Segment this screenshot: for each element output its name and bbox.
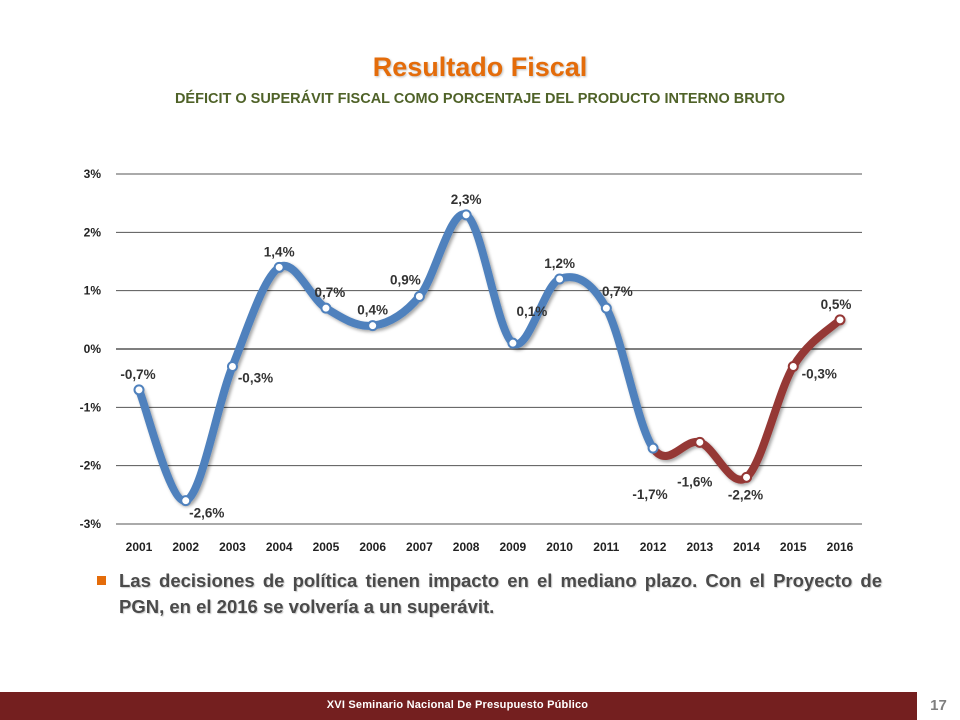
y-tick-label: -2% (80, 459, 102, 473)
slide-title: Resultado Fiscal (372, 52, 588, 82)
data-point (694, 436, 706, 448)
page-number: 17 (917, 692, 960, 720)
x-tick-label: 2007 (406, 540, 433, 554)
x-tick-label: 2003 (219, 540, 246, 554)
series-line-projected (649, 315, 844, 484)
x-tick-label: 2005 (313, 540, 340, 554)
data-point (413, 291, 425, 302)
data-point (226, 361, 238, 372)
data-point (554, 273, 566, 285)
footer-text: XVI Seminario Nacional De Presupuesto Pú… (326, 699, 589, 711)
bullet-square-icon (97, 576, 106, 585)
data-point (741, 471, 753, 483)
data-label: -0,3% (238, 371, 273, 386)
data-label: -1,6% (677, 474, 712, 489)
data-label: 2,3% (451, 192, 482, 207)
data-label: 0,9% (390, 273, 421, 288)
data-point (647, 442, 659, 454)
data-label: -1,7% (632, 487, 667, 502)
data-label: -2,2% (728, 487, 763, 502)
x-tick-label: 2014 (733, 540, 760, 554)
x-tick-label: 2001 (126, 540, 153, 554)
x-tick-label: 2013 (686, 540, 713, 554)
x-tick-label: 2006 (359, 540, 386, 554)
data-point (600, 302, 612, 314)
x-tick-label: 2016 (827, 540, 854, 554)
x-tick-label: 2015 (780, 540, 807, 554)
data-point (273, 261, 285, 273)
x-tick-label: 2010 (546, 540, 573, 554)
y-tick-label: -1% (80, 400, 102, 414)
x-tick-label: 2002 (172, 540, 199, 554)
x-tick-label: 2004 (266, 540, 293, 554)
series-line-historical (135, 210, 658, 505)
data-label: 0,4% (357, 303, 388, 318)
data-label: 0,7% (315, 285, 346, 300)
x-tick-label: 2009 (500, 540, 527, 554)
data-point (460, 209, 472, 221)
data-point (834, 314, 846, 326)
data-point (367, 320, 379, 332)
data-label: 0,5% (821, 297, 852, 312)
y-tick-label: 2% (84, 225, 102, 239)
data-label: -0,7% (120, 367, 155, 382)
data-label: 0,7% (602, 284, 633, 299)
x-tick-label: 2008 (453, 540, 480, 554)
data-label: -0,3% (802, 367, 837, 382)
y-tick-label: -3% (80, 517, 102, 531)
data-point (133, 384, 145, 396)
data-point (180, 495, 192, 507)
slide-subtitle: DÉFICIT O SUPERÁVIT FISCAL COMO PORCENTA… (174, 91, 786, 107)
data-point (320, 302, 332, 314)
data-point (787, 361, 799, 372)
x-tick-label: 2012 (640, 540, 667, 554)
data-label: -2,6% (189, 506, 224, 521)
bullet-text: Las decisiones de política tienen impact… (119, 570, 882, 617)
y-tick-label: 0% (84, 342, 102, 356)
fiscal-balance-chart: 3% 2% 1% 0% -1% -2% -3% 2001 2002 2003 2004 2005 200… (80, 167, 862, 554)
footer-bar: XVI Seminario Nacional De Presupuesto Pú… (0, 692, 960, 720)
data-point (507, 337, 519, 349)
y-tick-label: 1% (84, 284, 102, 298)
data-label: 1,2% (544, 256, 575, 271)
y-tick-label: 3% (84, 167, 102, 181)
x-tick-label: 2011 (593, 540, 619, 554)
data-label: 0,1% (516, 304, 547, 319)
data-label: 1,4% (264, 244, 295, 259)
bullet-point: Las decisiones de política tienen impact… (97, 568, 882, 620)
